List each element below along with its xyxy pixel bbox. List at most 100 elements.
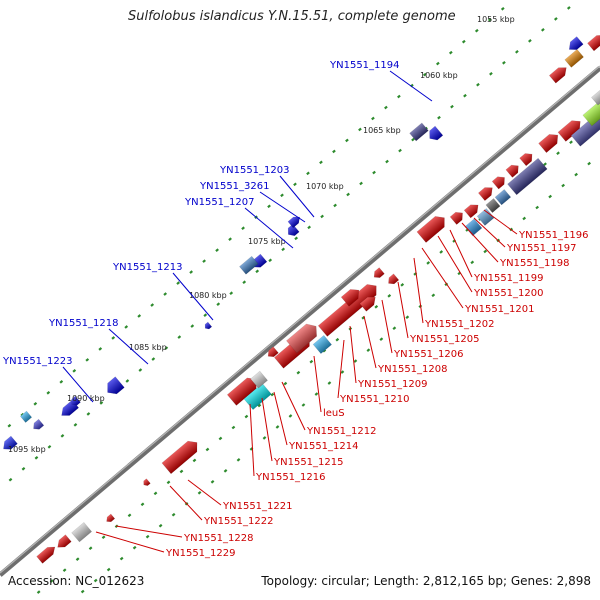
tick-mark (448, 50, 453, 55)
bottom-strand-gene-feature[interactable] (449, 209, 466, 225)
gene-label-top[interactable]: YN1551_1203 (219, 165, 290, 176)
bottom-strand-gene-feature[interactable] (463, 201, 481, 219)
gene-label-bottom[interactable]: YN1551_1206 (393, 349, 464, 360)
leader-line (461, 222, 499, 263)
gene-label-bottom[interactable]: YN1551_1202 (424, 319, 495, 330)
tick-mark (202, 259, 206, 263)
tick-mark (309, 359, 314, 364)
bottom-strand-gene-feature[interactable] (519, 150, 536, 167)
tick-mark (397, 94, 401, 99)
bottom-strand-gene-feature[interactable] (476, 208, 495, 226)
top-strand-gene-feature[interactable] (287, 214, 302, 229)
tick-mark (244, 414, 249, 419)
bottom-strand-gene-feature[interactable] (491, 174, 508, 190)
gene-label-bottom[interactable]: YN1551_1212 (306, 426, 377, 437)
gene-label-bottom[interactable]: YN1551_1222 (203, 516, 274, 527)
gene-label-bottom[interactable]: YN1551_1196 (518, 230, 589, 241)
bottom-strand-gene-feature[interactable] (591, 85, 600, 106)
gene-label-bottom[interactable]: YN1551_1221 (222, 501, 293, 512)
top-strand-gene-feature[interactable] (69, 395, 81, 407)
gene-label-bottom[interactable]: YN1551_1215 (273, 457, 344, 468)
gene-label-bottom[interactable]: YN1551_1216 (255, 472, 326, 483)
gene-label-bottom[interactable]: YN1551_1214 (288, 441, 359, 452)
bottom-strand-gene-feature[interactable] (507, 157, 548, 196)
tick-mark (556, 151, 560, 156)
bottom-strand-gene-feature[interactable] (485, 198, 501, 214)
top-strand-gene-feature[interactable] (20, 410, 33, 423)
bottom-strand-gene-feature[interactable] (505, 162, 522, 178)
top-strand-gene-feature[interactable] (285, 223, 300, 238)
gene-label-bottom[interactable]: YN1551_1209 (357, 379, 428, 390)
tick-mark (236, 458, 241, 462)
bottom-strand-gene-feature[interactable] (142, 478, 151, 487)
top-strand-gene-feature[interactable] (239, 255, 259, 275)
top-strand-gene-feature[interactable] (548, 64, 569, 84)
tick-mark (8, 477, 13, 482)
tick-mark (392, 326, 397, 331)
tick-mark (210, 479, 215, 484)
gene-label-bottom[interactable]: YN1551_1208 (377, 364, 448, 375)
bottom-strand-gene-feature[interactable] (250, 370, 268, 389)
bottom-strand-gene-feature[interactable] (36, 544, 58, 564)
bottom-strand-gene-feature[interactable] (494, 189, 512, 206)
gene-label-top[interactable]: YN1551_1218 (48, 318, 119, 329)
bottom-strand-gene-feature[interactable] (464, 218, 483, 237)
bottom-strand-gene-feature[interactable] (359, 293, 379, 312)
top-strand-gene-feature[interactable] (203, 321, 213, 330)
gene-label-top[interactable]: YN1551_3261 (199, 181, 270, 192)
bottom-strand-gene-feature[interactable] (372, 267, 385, 281)
gene-label-bottom[interactable]: YN1551_1200 (473, 288, 544, 299)
gene-label-bottom[interactable]: YN1551_1210 (339, 394, 410, 405)
gene-label-bottom[interactable]: YN1551_1197 (506, 243, 577, 254)
gene-label-top[interactable]: YN1551_1223 (2, 356, 73, 367)
top-strand-gene-feature[interactable] (409, 122, 429, 142)
gene-label-bottom[interactable]: YN1551_1199 (473, 273, 544, 284)
tick-mark (320, 214, 324, 219)
gene-label-bottom[interactable]: leuS (323, 408, 345, 419)
bottom-strand-gene-feature[interactable] (386, 273, 400, 287)
leader-line (421, 247, 464, 309)
bottom-strand-gene-feature[interactable] (266, 346, 279, 360)
bottom-strand-gene-feature[interactable] (105, 513, 116, 524)
top-strand-gene-feature[interactable] (426, 125, 444, 143)
accession-text: Accession: NC_012623 (8, 574, 145, 588)
bottom-strand-gene-feature[interactable] (416, 212, 449, 243)
gene-label-bottom[interactable]: YN1551_1229 (165, 548, 236, 559)
top-strand-gene-feature[interactable] (564, 48, 584, 68)
leader-line (437, 235, 473, 293)
bottom-strand-gene-feature[interactable] (340, 286, 362, 307)
tick-mark (216, 302, 221, 306)
gene-label-bottom[interactable]: YN1551_1198 (499, 258, 570, 269)
tick-mark (450, 104, 454, 109)
gene-label-bottom[interactable]: YN1551_1201 (464, 304, 535, 315)
gene-label-top[interactable]: YN1551_1213 (112, 262, 183, 273)
tick-mark (267, 204, 271, 209)
bottom-strand-gene-feature[interactable] (312, 334, 333, 355)
tick-mark (587, 161, 591, 166)
bottom-strand-gene-feature[interactable] (71, 522, 93, 543)
top-strand-gene-feature[interactable] (31, 418, 45, 432)
top-strand-gene-feature[interactable] (103, 376, 125, 398)
bottom-strand-gene-feature[interactable] (55, 534, 72, 551)
top-strand-gene-feature[interactable] (587, 32, 600, 52)
leader-line (397, 281, 409, 339)
bottom-strand-gene-feature[interactable] (161, 437, 202, 475)
bottom-strand-gene-feature[interactable] (557, 117, 584, 142)
tick-mark (179, 469, 184, 474)
gene-label-bottom[interactable]: YN1551_1205 (409, 334, 480, 345)
bottom-strand-gene-feature[interactable] (478, 184, 495, 202)
bottom-strand-gene-feature[interactable] (582, 97, 600, 127)
bottom-strand-gene-feature[interactable] (286, 320, 321, 354)
tick-mark (73, 423, 78, 427)
bottom-strand-gene-feature[interactable] (317, 281, 381, 337)
bottom-strand-gene-feature[interactable] (538, 130, 562, 153)
top-strand-gene-feature[interactable] (0, 435, 18, 453)
gene-label-top[interactable]: YN1551_1194 (329, 60, 400, 71)
tick-mark (7, 423, 12, 428)
tick-mark (435, 61, 440, 66)
gene-label-bottom[interactable]: YN1551_1228 (183, 533, 254, 544)
top-strand-gene-feature[interactable] (566, 36, 584, 54)
gene-label-top[interactable]: YN1551_1207 (184, 197, 255, 208)
topology-text: Topology: circular; Length: 2,812,165 bp… (261, 574, 591, 588)
tick-mark (177, 335, 182, 339)
